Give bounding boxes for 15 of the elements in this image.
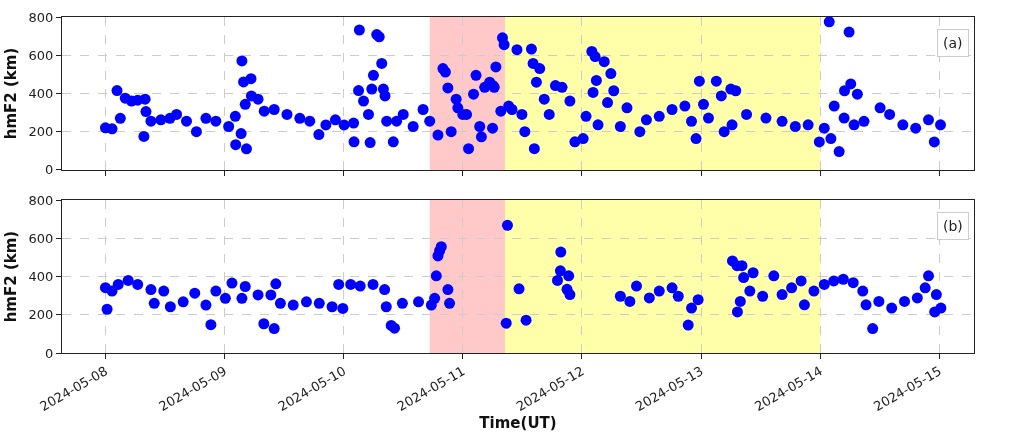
y-tick-label: 400 xyxy=(28,85,54,101)
y-tick-label: 0 xyxy=(45,345,54,361)
y-tick-label: 200 xyxy=(28,124,54,140)
y-axis-title: hmF2 (km) xyxy=(1,47,20,140)
annotation: (b) xyxy=(943,218,963,234)
x-axis-title: Time(UT) xyxy=(479,414,557,433)
y-tick-label: 200 xyxy=(28,307,54,323)
y-tick-label: 0 xyxy=(45,162,54,178)
y-axis-title: hmF2 (km) xyxy=(1,230,20,323)
y-tick-label: 800 xyxy=(28,9,54,25)
y-tick-label: 600 xyxy=(28,230,54,246)
y-tick-label: 400 xyxy=(28,269,54,285)
y-tick-label: 600 xyxy=(28,47,54,63)
y-tick-label: 800 xyxy=(28,192,54,208)
annotation: (a) xyxy=(943,35,963,51)
